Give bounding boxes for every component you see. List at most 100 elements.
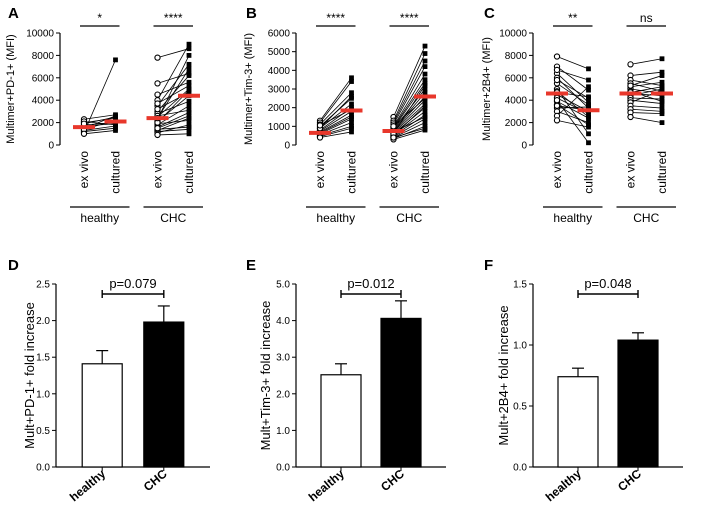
- cultured-point: [586, 115, 591, 121]
- cultured-point: [659, 79, 665, 85]
- y-axis-label: Mult+2B4+ fold increase: [496, 305, 511, 445]
- cultured-point: [186, 117, 192, 123]
- pair-line: [630, 75, 663, 87]
- pair-line: [556, 100, 589, 119]
- y-tick-label: 2000: [505, 118, 528, 129]
- ex-vivo-point: [316, 134, 324, 141]
- cultured-point: [349, 75, 354, 81]
- pair-line: [157, 133, 190, 136]
- pair-line: [157, 85, 190, 104]
- y-axis-label: Mult+PD-1+ fold increase: [22, 302, 37, 449]
- pair-line: [83, 127, 116, 132]
- category-label: healthy: [67, 466, 108, 504]
- category-label: ex vivo: [624, 151, 638, 189]
- panel-a: A Multimer+PD-1+ (MFI) 0 2000 4000 6000 8000 10…: [5, 5, 203, 225]
- ex-vivo-point: [627, 82, 634, 89]
- pair-line: [393, 45, 426, 118]
- pair-line: [393, 118, 426, 137]
- cultured-point: [586, 124, 591, 130]
- ex-vivo-point: [154, 54, 161, 61]
- pair-line: [630, 116, 663, 123]
- pair-line: [393, 129, 426, 140]
- pair-line: [157, 112, 190, 128]
- cultured-point: [586, 131, 591, 137]
- cultured-point: [422, 77, 428, 83]
- y-tick-label: 6000: [505, 73, 528, 84]
- category-label: cultured: [582, 151, 596, 194]
- cultured-point: [186, 124, 192, 130]
- panel-letter: C: [484, 5, 495, 22]
- pair-line: [556, 119, 589, 128]
- cultured-point: [186, 46, 192, 52]
- y-tick-label: 2000: [32, 118, 55, 129]
- y-tick-label: 0.0: [513, 463, 527, 474]
- significance-label: ****: [400, 11, 419, 25]
- pair-line: [319, 114, 352, 133]
- y-tick-label: 10000: [499, 29, 527, 40]
- pair-line: [83, 59, 116, 133]
- panel-b: B Multimer+Tim-3+ (MFI) 0 1000 2000 3000 4000 5…: [243, 5, 439, 225]
- pair-line: [630, 108, 663, 112]
- pvalue-label: p=0.048: [584, 276, 631, 291]
- significance-label: ****: [326, 11, 345, 25]
- y-tick-label: 10000: [26, 29, 54, 40]
- ex-vivo-point: [154, 131, 161, 139]
- pair-line: [630, 58, 663, 65]
- cultured-point: [113, 122, 118, 128]
- ex-vivo-point: [154, 100, 161, 107]
- pair-line: [393, 85, 426, 135]
- y-tick-label: 1.0: [513, 341, 527, 352]
- pair-line: [157, 68, 190, 119]
- panel-letter: E: [246, 257, 256, 274]
- pair-line: [630, 71, 663, 76]
- pair-line: [157, 88, 190, 118]
- significance-label: **: [568, 11, 578, 25]
- cultured-point: [186, 53, 192, 58]
- cultured-point: [422, 103, 428, 109]
- category-label: cultured: [109, 151, 123, 194]
- panel-letter: D: [8, 257, 19, 274]
- cultured-point: [422, 82, 428, 88]
- y-tick-label: 2.5: [36, 280, 50, 291]
- group-label: healthy: [316, 211, 355, 225]
- cultured-point: [349, 101, 354, 107]
- cultured-point: [113, 114, 118, 120]
- y-tick-label: 8000: [505, 51, 528, 62]
- y-tick-label: 6000: [32, 73, 55, 84]
- group-label: CHC: [396, 211, 422, 225]
- y-axis-label: Mult+Tim-3+ fold increase: [258, 301, 273, 451]
- category-label: ex vivo: [313, 151, 327, 189]
- cultured-point: [186, 41, 192, 47]
- y-tick-label: 0: [284, 141, 290, 152]
- pair-line: [157, 117, 190, 131]
- pair-line: [393, 66, 426, 125]
- y-tick-label: 0.0: [36, 463, 50, 474]
- cultured-point: [349, 90, 354, 96]
- cultured-point: [586, 140, 591, 146]
- pair-line: [393, 122, 426, 138]
- category-label: ex vivo: [387, 151, 401, 189]
- bar: [143, 321, 185, 468]
- ex-vivo-point: [154, 125, 161, 132]
- cultured-point: [349, 116, 354, 122]
- pair-line: [319, 77, 352, 121]
- group-label: CHC: [160, 211, 186, 225]
- pair-line: [630, 97, 663, 100]
- pvalue-label: p=0.012: [347, 276, 394, 291]
- y-tick-label: 4.0: [276, 316, 290, 327]
- category-label: cultured: [345, 151, 359, 194]
- pair-line: [556, 66, 589, 91]
- pair-line: [630, 86, 663, 93]
- category-label: cultured: [418, 151, 432, 194]
- pair-line: [556, 99, 589, 143]
- ex-vivo-point: [553, 97, 561, 104]
- pair-line: [393, 53, 426, 121]
- cultured-point: [422, 90, 428, 96]
- y-axis-label: Multimer+2B4+ (MFI): [481, 37, 493, 141]
- ex-vivo-point: [390, 134, 397, 141]
- pair-line: [157, 100, 190, 115]
- pair-line: [319, 116, 352, 134]
- pvalue-label: p=0.079: [109, 276, 156, 291]
- y-tick-label: 2.0: [36, 316, 50, 327]
